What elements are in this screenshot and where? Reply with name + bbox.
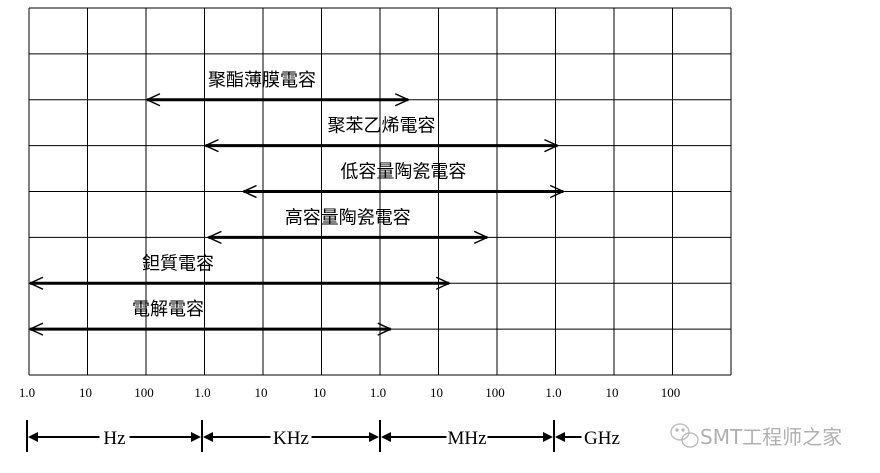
tick-label: 10 [606, 385, 619, 400]
capacitor-label: 聚苯乙烯電容 [327, 116, 435, 136]
arrow-head-left [206, 230, 222, 245]
arrow-head-right [543, 432, 553, 442]
arrow-head-right [191, 432, 201, 442]
unit-scale: Hz KHz MHz GHz [26, 420, 620, 452]
capacitor-label: 電解電容 [132, 299, 204, 319]
capacitor-range: 聚酯薄膜電容 [145, 70, 411, 107]
capacitor-range: 鉭質電容 [28, 253, 451, 290]
unit-label: MHz [447, 428, 486, 449]
watermark-text: SMT工程师之家 [700, 425, 842, 449]
unit-label: Hz [103, 428, 125, 449]
arrow-head-right [394, 93, 411, 107]
arrow-head-right [549, 184, 566, 199]
arrow-head-left [28, 432, 38, 442]
arrow-head-left [381, 432, 391, 442]
tick-label: 100 [661, 385, 681, 400]
arrow-head-right [369, 432, 379, 442]
capacitor-label: 低容量陶瓷電容 [340, 162, 466, 182]
arrow-head-right [377, 322, 393, 336]
arrow-head-left [145, 93, 161, 107]
tick-label: 1.0 [19, 385, 35, 400]
tick-label: 100 [485, 385, 505, 400]
arrow-head-left [28, 322, 44, 336]
tick-label: 10 [313, 385, 326, 400]
arrow-head-left [241, 184, 257, 199]
unit-label: KHz [273, 428, 309, 449]
capacitor-label: 鉭質電容 [142, 253, 214, 273]
arrow-head-right [473, 230, 490, 245]
tick-label: 1.0 [545, 385, 561, 400]
arrow-head-right [435, 276, 451, 290]
wechat-icon [670, 423, 699, 448]
unit-label: GHz [584, 428, 620, 449]
arrow-head-left [555, 432, 565, 442]
capacitor-range: 聚苯乙烯電容 [203, 116, 560, 153]
capacitor-range: 高容量陶瓷電容 [206, 207, 490, 245]
capacitor-range: 電解電容 [28, 299, 393, 336]
tick-label: 1.0 [370, 385, 386, 400]
capacitor-range: 低容量陶瓷電容 [241, 162, 566, 199]
tick-label: 10 [79, 385, 92, 400]
arrow-head-right [544, 138, 560, 153]
arrow-head-left [203, 432, 213, 442]
capacitor-label: 高容量陶瓷電容 [285, 207, 411, 227]
arrow-head-left [28, 276, 44, 290]
tick-label: 10 [255, 385, 268, 400]
tick-label: 100 [134, 385, 154, 400]
tick-label: 10 [430, 385, 443, 400]
tick-label: 1.0 [194, 385, 210, 400]
tick-labels: 1.0 10 100 1.0 10 10 1.0 10 100 1.0 10 100 [19, 385, 680, 400]
arrow-head-left [203, 138, 219, 153]
watermark: SMT工程师之家 [670, 423, 842, 449]
capacitor-label: 聚酯薄膜電容 [208, 70, 316, 90]
